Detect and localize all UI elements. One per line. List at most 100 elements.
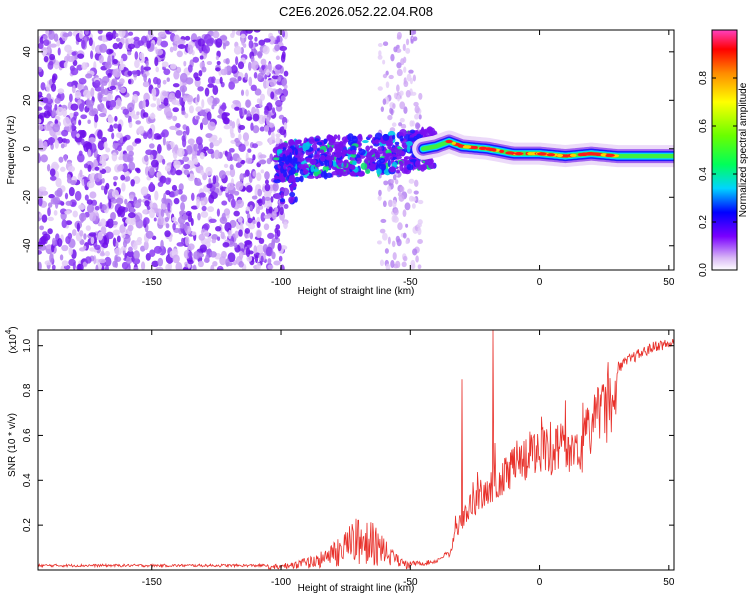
noise-blob bbox=[202, 45, 210, 54]
noise-blob bbox=[275, 133, 281, 138]
noise-band-blob bbox=[417, 238, 423, 244]
noise-blob bbox=[126, 202, 132, 210]
noise-blob bbox=[88, 37, 93, 47]
noise-blob bbox=[262, 45, 270, 55]
noise-blob bbox=[280, 95, 286, 102]
ridge-blob bbox=[295, 139, 302, 144]
noise-blob bbox=[207, 76, 215, 85]
ridge-blob bbox=[352, 160, 357, 166]
noise-blob bbox=[153, 245, 162, 254]
noise-band-blob bbox=[380, 106, 385, 112]
noise-band-blob bbox=[399, 90, 404, 96]
noise-blob bbox=[121, 232, 126, 239]
noise-blob bbox=[244, 72, 249, 81]
noise-blob bbox=[199, 244, 207, 253]
noise-blob bbox=[113, 68, 121, 78]
noise-blob bbox=[256, 262, 261, 270]
noise-blob bbox=[85, 73, 93, 79]
noise-blob bbox=[237, 61, 245, 70]
noise-band-blob bbox=[395, 235, 400, 243]
noise-blob bbox=[239, 107, 243, 117]
noise-blob bbox=[252, 219, 257, 224]
noise-band-blob bbox=[405, 47, 411, 54]
noise-blob bbox=[199, 55, 204, 60]
noise-blob bbox=[216, 208, 220, 217]
ridge-blob bbox=[294, 172, 299, 176]
noise-blob bbox=[60, 166, 66, 172]
noise-blob bbox=[81, 129, 86, 139]
noise-blob bbox=[162, 158, 166, 165]
noise-blob bbox=[127, 102, 135, 112]
noise-blob bbox=[48, 30, 55, 41]
noise-blob bbox=[109, 85, 117, 90]
noise-blob bbox=[111, 152, 118, 162]
noise-band-blob bbox=[403, 66, 407, 73]
noise-band-blob bbox=[377, 195, 382, 201]
noise-blob bbox=[266, 102, 273, 111]
noise-blob bbox=[281, 78, 287, 86]
noise-blob bbox=[77, 82, 82, 90]
ridge-blob bbox=[312, 168, 319, 172]
noise-blob bbox=[220, 231, 225, 240]
noise-band-blob bbox=[388, 199, 393, 208]
noise-blob bbox=[275, 64, 282, 70]
noise-band-blob bbox=[405, 223, 409, 228]
ridge-blob bbox=[382, 133, 390, 141]
noise-blob bbox=[197, 260, 204, 268]
noise-blob bbox=[194, 76, 201, 82]
noise-blob bbox=[106, 218, 114, 229]
noise-blob bbox=[172, 44, 178, 52]
ridge-blob bbox=[319, 154, 326, 162]
noise-blob bbox=[63, 154, 68, 162]
noise-blob bbox=[248, 61, 252, 71]
noise-blob bbox=[266, 116, 270, 126]
noise-blob bbox=[147, 30, 152, 36]
noise-band-blob bbox=[405, 90, 411, 98]
noise-blob bbox=[245, 184, 253, 193]
noise-blob bbox=[136, 111, 140, 116]
noise-blob bbox=[165, 190, 171, 196]
noise-blob bbox=[252, 113, 260, 122]
ridge-blob bbox=[369, 145, 373, 149]
ridge-peak-blob bbox=[536, 152, 547, 156]
noise-blob bbox=[223, 163, 229, 168]
noise-blob bbox=[258, 154, 267, 159]
noise-blob bbox=[61, 260, 69, 267]
noise-blob bbox=[275, 224, 281, 230]
noise-blob bbox=[181, 237, 185, 245]
noise-blob bbox=[269, 78, 277, 87]
noise-blob bbox=[119, 78, 125, 85]
noise-blob bbox=[219, 76, 223, 85]
colorbar-tick-label: 0.4 bbox=[698, 167, 709, 181]
noise-blob bbox=[104, 264, 109, 270]
noise-blob bbox=[78, 30, 84, 39]
noise-blob bbox=[127, 70, 133, 77]
colorbar-frame bbox=[711, 29, 738, 271]
noise-blob bbox=[207, 121, 216, 131]
noise-blob bbox=[61, 129, 69, 137]
noise-blob bbox=[213, 149, 221, 160]
noise-band-blob bbox=[394, 179, 399, 185]
noise-blob bbox=[182, 138, 187, 148]
noise-blob bbox=[184, 236, 190, 246]
noise-blob bbox=[179, 96, 183, 106]
noise-blob bbox=[80, 138, 85, 146]
noise-blob bbox=[97, 140, 105, 151]
noise-blob bbox=[125, 256, 133, 265]
noise-blob bbox=[99, 202, 103, 209]
noise-blob bbox=[185, 77, 194, 85]
spectrogram-ytick-label: 40 bbox=[22, 46, 33, 58]
ridge-blob bbox=[320, 162, 325, 166]
noise-blob bbox=[268, 137, 273, 145]
noise-blob bbox=[166, 77, 170, 82]
noise-blob bbox=[178, 183, 184, 191]
noise-blob bbox=[238, 133, 242, 141]
noise-band-blob bbox=[393, 46, 398, 53]
noise-blob bbox=[156, 171, 162, 178]
colorbar-ticks: 0.0 0.2 0.4 0.6 0.8 bbox=[698, 71, 737, 277]
noise-blob bbox=[173, 70, 180, 80]
noise-blob bbox=[178, 39, 186, 45]
noise-blob bbox=[83, 176, 88, 187]
ridge-blob bbox=[385, 143, 393, 147]
noise-blob bbox=[256, 172, 262, 182]
